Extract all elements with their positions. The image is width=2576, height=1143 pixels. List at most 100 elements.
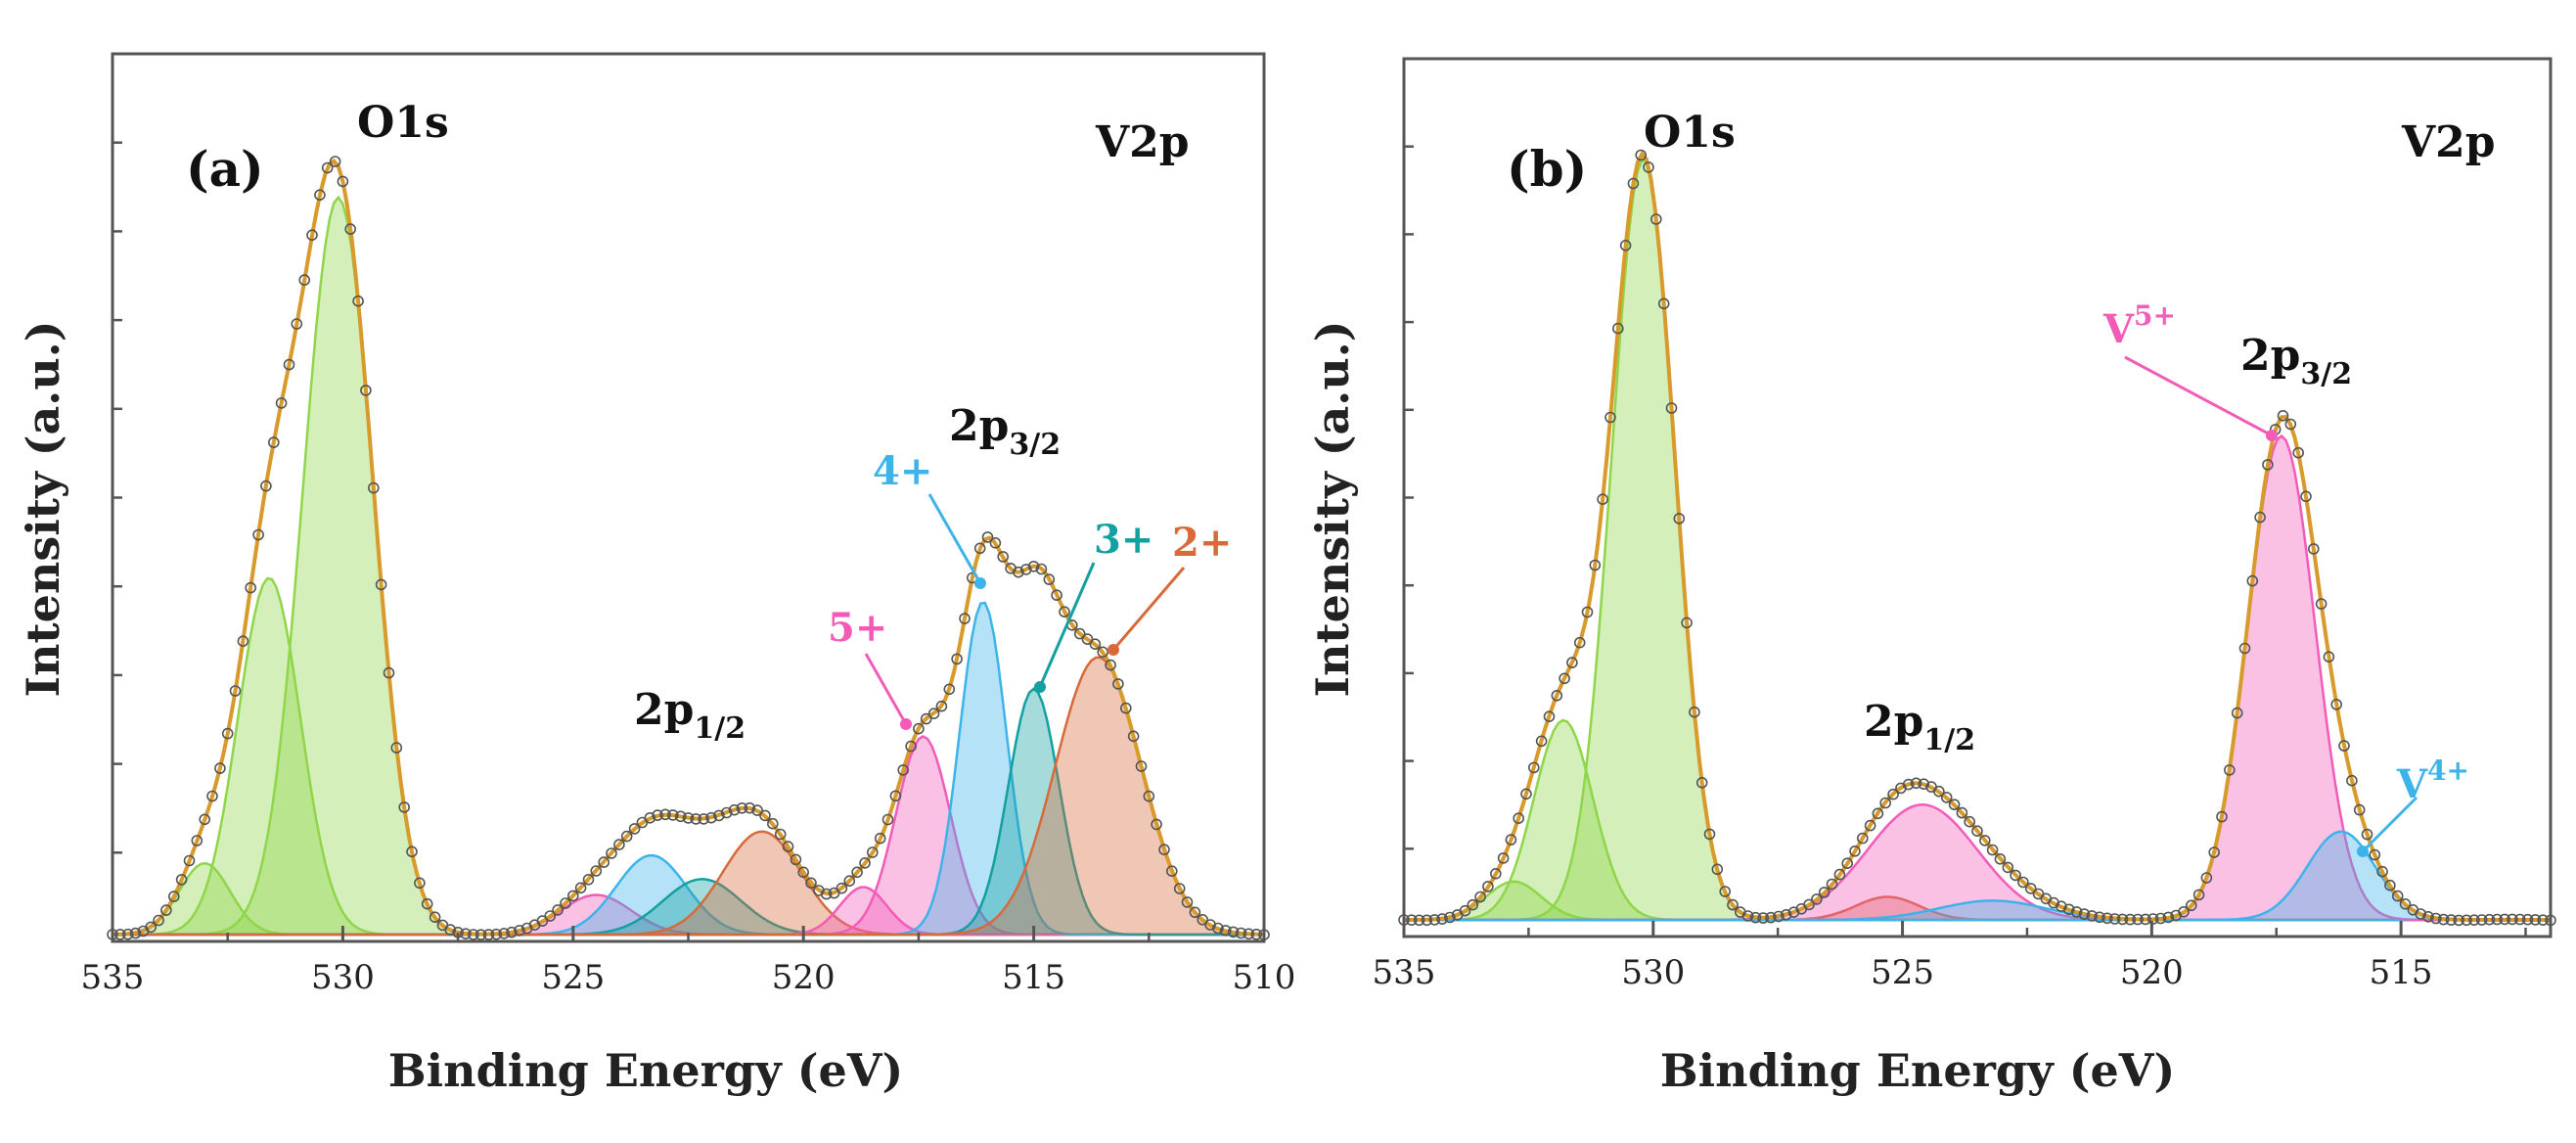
data-point xyxy=(1872,807,1884,820)
x-axis-title-b: Binding Energy (eV) xyxy=(1660,1044,2175,1097)
data-point xyxy=(1833,868,1846,881)
data-point xyxy=(1227,926,1240,938)
data-point xyxy=(1474,891,1486,903)
x-ticks-a: 535 530 525 520 515 510 xyxy=(81,141,1296,997)
data-point xyxy=(475,929,487,941)
p12-sub-a: 1/2 xyxy=(694,711,746,746)
data-point xyxy=(129,927,142,939)
p32-main-a: 2p xyxy=(949,401,1009,451)
x-tick-label: 520 xyxy=(772,958,836,997)
data-point xyxy=(360,385,372,396)
data-point xyxy=(851,866,863,879)
data-point xyxy=(2300,490,2312,503)
component-fill-11 xyxy=(113,688,1264,935)
data-point xyxy=(1089,638,1102,651)
data-point xyxy=(1497,852,1510,864)
data-point xyxy=(490,928,503,940)
data-point xyxy=(2284,418,2297,431)
component-fill-6 xyxy=(1404,900,2551,920)
p12-main-a: 2p xyxy=(634,685,694,735)
data-point xyxy=(1695,776,1708,789)
data-point xyxy=(1657,297,1670,310)
data-point xyxy=(644,811,656,824)
data-point xyxy=(889,790,902,802)
panel-b: 535 530 525 520 515 (b) O1s V2p 2p3/2 2p1/2 … xyxy=(1306,57,2556,1097)
data-point xyxy=(913,722,925,735)
data-point xyxy=(375,578,387,591)
data-point xyxy=(2468,914,2480,927)
component-fill-6 xyxy=(113,879,1264,935)
data-point xyxy=(2376,865,2388,878)
data-point xyxy=(352,295,364,307)
data-point xyxy=(1757,912,1769,924)
data-point xyxy=(552,904,564,916)
x-tick-label: 530 xyxy=(1621,953,1685,992)
data-point xyxy=(659,808,671,821)
x-tick-label: 535 xyxy=(1373,953,1436,992)
v5-label-a: 5+ xyxy=(828,605,887,651)
data-point xyxy=(2216,810,2228,823)
data-point xyxy=(329,156,341,167)
data-point xyxy=(2475,914,2488,926)
data-point xyxy=(1528,761,1540,774)
p12-main-b: 2p xyxy=(1864,697,1923,747)
plot-area-a xyxy=(107,156,1270,941)
data-point xyxy=(1879,797,1891,809)
data-point xyxy=(2238,642,2251,655)
p32-label-a: 2p3/2 xyxy=(949,401,1061,462)
data-point xyxy=(1490,867,1502,880)
data-point xyxy=(1803,898,1815,911)
data-point xyxy=(2437,913,2450,926)
data-point xyxy=(2422,910,2434,923)
v4-arrow-a xyxy=(927,493,982,584)
data-point xyxy=(774,828,787,841)
v4-sup-b: 4+ xyxy=(2427,754,2469,787)
data-point xyxy=(2361,828,2373,841)
p12-label-a: 2p1/2 xyxy=(634,685,746,746)
data-point xyxy=(2277,409,2289,422)
data-point xyxy=(1212,922,1224,935)
p32-sub-a: 3/2 xyxy=(1009,428,1061,462)
data-point xyxy=(1703,828,1716,841)
data-point xyxy=(690,813,702,825)
data-point xyxy=(606,847,617,859)
data-point xyxy=(1027,560,1040,572)
fit-envelope xyxy=(112,158,1265,937)
data-point xyxy=(613,839,625,850)
x-tick-label: 520 xyxy=(2120,953,2184,992)
data-point xyxy=(1197,913,1208,926)
data-point xyxy=(2415,908,2426,920)
data-point xyxy=(337,175,349,188)
data-point xyxy=(790,853,802,866)
data-point xyxy=(429,911,441,924)
data-point xyxy=(1650,213,1662,225)
data-point xyxy=(1612,322,1624,335)
data-point xyxy=(843,875,856,888)
x-tick-label: 510 xyxy=(1233,958,1296,997)
o1s-label-a: O1s xyxy=(357,98,449,148)
data-point xyxy=(2483,913,2496,926)
data-point xyxy=(398,801,411,813)
v2-label-a: 2+ xyxy=(1172,520,1232,566)
data-point xyxy=(2086,910,2098,922)
v5-arrow-head-a xyxy=(900,718,912,730)
data-point xyxy=(2353,803,2366,816)
data-point xyxy=(698,813,710,825)
data-point xyxy=(121,928,134,940)
data-point xyxy=(1235,927,1247,939)
data-point xyxy=(1818,887,1830,898)
data-point xyxy=(866,846,879,858)
data-point xyxy=(1811,893,1823,905)
data-point xyxy=(1513,812,1524,825)
data-point xyxy=(2453,914,2464,927)
data-point xyxy=(759,809,771,822)
data-point xyxy=(2254,511,2266,524)
data-point xyxy=(2154,912,2167,925)
x-axis-title-a: Binding Energy (eV) xyxy=(388,1044,903,1097)
data-point xyxy=(206,790,218,802)
data-point xyxy=(2308,543,2320,555)
data-point xyxy=(1151,818,1162,831)
data-point xyxy=(1505,834,1517,846)
data-point xyxy=(153,914,164,927)
